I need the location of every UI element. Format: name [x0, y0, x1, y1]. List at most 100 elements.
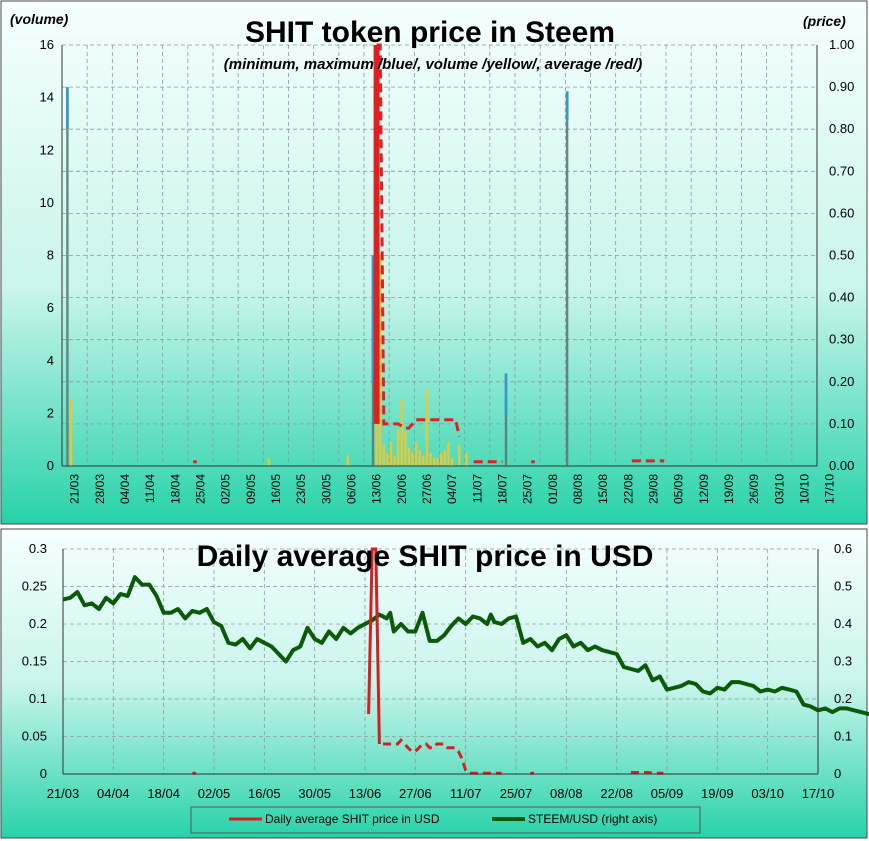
volume-bar: [69, 400, 73, 466]
left-y-tick-label: 0.1: [29, 691, 47, 706]
right-y-tick-label: 0.70: [829, 163, 854, 178]
x-tick-label: 11/07: [470, 474, 484, 503]
x-tick-label: 03/10: [772, 474, 786, 504]
volume-bar: [414, 442, 418, 466]
min-max-bar: [565, 91, 569, 121]
axes: 0.00 0.10 0.20 0.30 0.40 0.50 0.60 0.70 0.80 0.90…: [40, 37, 855, 504]
volume-bar: [393, 455, 396, 466]
x-tick-label: 10/10: [797, 474, 811, 504]
volume-bar: [422, 455, 425, 466]
x-tick-label: 30/05: [298, 786, 331, 801]
x-tick-label: 21/03: [68, 474, 82, 504]
volume-bar: [346, 455, 350, 466]
volume-bar: [267, 458, 270, 466]
min-max-stem: [371, 381, 375, 466]
left-y-tick-label: 8: [47, 248, 54, 263]
x-tick-label: 18/04: [147, 786, 180, 801]
left-y-tick-label: 6: [47, 300, 54, 315]
right-axis-title: (price): [803, 13, 846, 29]
legend-box: [190, 806, 701, 834]
min-max-stem: [565, 120, 569, 466]
volume-bar: [447, 442, 450, 466]
x-tick-label: 02/05: [198, 786, 231, 801]
legend-label-steem: STEEM/USD (right axis): [528, 812, 657, 826]
x-tick-label: 03/10: [751, 786, 784, 801]
legend: Daily average SHIT price in USD STEEM/US…: [190, 806, 701, 834]
min-max-bars: [65, 87, 569, 466]
volume-bar: [389, 442, 393, 466]
left-y-tick-label: 2: [47, 405, 54, 420]
x-tick-label: 17/10: [823, 474, 837, 504]
x-tick-label: 16/05: [269, 474, 283, 504]
left-y-tick-label: 0: [40, 766, 47, 781]
shit-usd-line-segment: [383, 738, 502, 775]
x-tick-label: 19/09: [722, 474, 736, 504]
x-tick-label: 06/06: [344, 474, 358, 504]
average-spike: [373, 45, 380, 424]
left-y-tick-label: 0.05: [22, 729, 47, 744]
volume-bar: [382, 444, 385, 466]
right-y-tick-label: 0.4: [834, 616, 852, 631]
left-y-tick-label: 10: [40, 195, 54, 210]
volume-bar: [400, 400, 403, 466]
x-tick-label: 01/08: [546, 474, 560, 504]
axes: 0 0.05 0.1 0.15 0.2 0.25 0.3 0 0.1 0.2 0.3 0.4 0.5 0.…: [22, 541, 852, 801]
x-tick-label: 25/07: [521, 474, 535, 504]
right-y-tick-label: 0.20: [829, 374, 854, 389]
series-lines: [62, 547, 869, 775]
x-tick-label: 12/09: [697, 474, 711, 504]
volume-bar: [440, 452, 443, 466]
volume-bar: [443, 450, 447, 466]
x-tick-label: 27/06: [420, 474, 434, 504]
x-tick-label: 04/04: [97, 786, 130, 801]
x-tick-label: 17/10: [802, 786, 835, 801]
left-axis-title: (volume): [10, 11, 69, 27]
right-y-tick-label: 0.2: [834, 691, 852, 706]
volume-bar: [429, 452, 432, 466]
volume-bar: [411, 452, 414, 466]
volume-bar: [418, 450, 421, 466]
left-y-tick-label: 0.25: [22, 579, 47, 594]
x-tick-label: 05/09: [651, 786, 684, 801]
volume-bar: [404, 431, 407, 466]
legend-label-shit: Daily average SHIT price in USD: [265, 812, 440, 826]
x-tick-label: 18/07: [495, 474, 509, 504]
volume-bar: [432, 458, 436, 466]
right-y-tick-label: 0.30: [829, 332, 854, 347]
volume-bar: [396, 429, 400, 466]
right-y-tick-label: 0.00: [829, 458, 854, 473]
chart-title: Daily average SHIT price in USD: [197, 540, 654, 573]
x-tick-label: 05/09: [672, 474, 686, 504]
x-tick-label: 22/08: [600, 786, 633, 801]
left-y-tick-label: 4: [47, 353, 54, 368]
left-y-tick-label: 0.15: [22, 654, 47, 669]
x-tick-label: 11/04: [143, 474, 157, 503]
chart-title: SHIT token price in Steem: [245, 16, 615, 49]
chart-subtitle: (minimum, maximum /blue/, volume /yellow…: [224, 56, 642, 73]
shit-usd-line-segment: [631, 771, 664, 775]
x-tick-label: 18/04: [168, 474, 182, 504]
right-y-tick-label: 0.40: [829, 290, 854, 305]
volume-bar: [386, 452, 389, 466]
x-tick-label: 13/06: [370, 474, 384, 504]
average-line-segment: [376, 43, 461, 437]
volume-bar: [407, 447, 411, 466]
right-y-tick-label: 1.00: [829, 37, 854, 52]
min-max-bar: [504, 373, 508, 416]
x-tick-label: 08/08: [571, 474, 585, 504]
right-y-tick-label: 0.50: [829, 248, 854, 263]
chart-background: [0, 528, 868, 839]
x-tick-label: 27/06: [399, 786, 432, 801]
left-y-tick-label: 16: [40, 37, 54, 52]
x-tick-label: 29/08: [646, 474, 660, 504]
volume-bar: [458, 444, 461, 466]
left-y-tick-label: 0.3: [29, 541, 47, 556]
min-max-stem: [66, 129, 69, 466]
right-y-tick-label: 0.60: [829, 205, 854, 220]
steem-price-chart: 0.00 0.10 0.20 0.30 0.40 0.50 0.60 0.70 0.80 0.90…: [0, 0, 868, 525]
right-y-tick-label: 0.3: [834, 654, 852, 669]
volume-bar: [378, 255, 382, 466]
right-y-tick-label: 0.1: [834, 729, 852, 744]
min-max-stem: [504, 415, 508, 466]
left-y-tick-label: 0: [47, 458, 54, 473]
